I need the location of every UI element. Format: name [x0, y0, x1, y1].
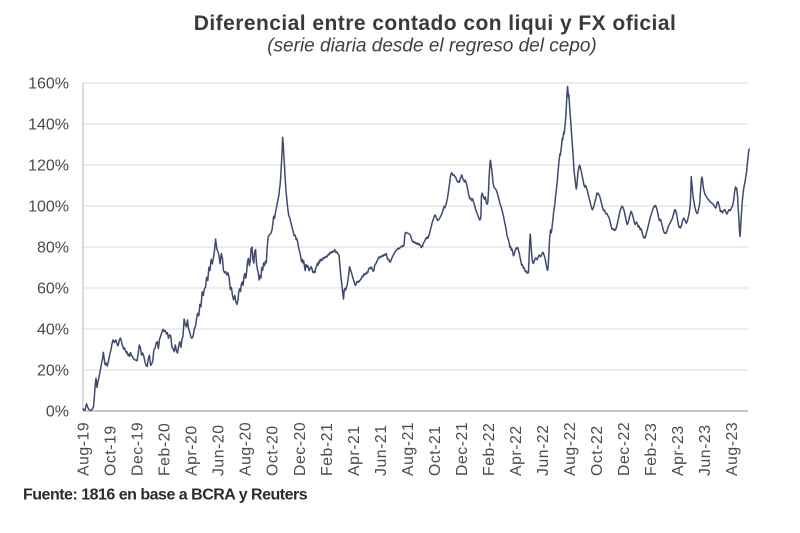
- svg-text:Dec-22: Dec-22: [616, 422, 633, 476]
- svg-text:140%: 140%: [28, 117, 69, 134]
- svg-text:Feb-20: Feb-20: [157, 423, 174, 476]
- svg-text:20%: 20%: [37, 363, 69, 380]
- svg-text:Aug-21: Aug-21: [400, 422, 417, 476]
- svg-text:Jun-20: Jun-20: [211, 424, 228, 476]
- svg-text:Diferencial entre contado con: Diferencial entre contado con liqui y FX…: [194, 12, 677, 35]
- svg-text:(serie diaria desde el regreso: (serie diaria desde el regreso del cepo): [267, 36, 597, 57]
- svg-text:160%: 160%: [28, 76, 69, 93]
- svg-text:80%: 80%: [37, 240, 69, 257]
- svg-text:Jun-23: Jun-23: [697, 424, 714, 476]
- svg-text:Oct-20: Oct-20: [265, 425, 282, 476]
- svg-text:Feb-22: Feb-22: [481, 423, 498, 476]
- svg-text:0%: 0%: [46, 404, 69, 421]
- svg-text:Oct-22: Oct-22: [589, 425, 606, 476]
- svg-text:40%: 40%: [37, 322, 69, 339]
- svg-text:120%: 120%: [28, 158, 69, 175]
- svg-text:Dec-19: Dec-19: [130, 422, 147, 476]
- svg-text:Fuente: 1816 en base a BCRA y: Fuente: 1816 en base a BCRA y Reuters: [23, 487, 308, 504]
- svg-text:Apr-20: Apr-20: [184, 425, 201, 476]
- svg-text:Dec-21: Dec-21: [454, 422, 471, 476]
- svg-text:Jun-22: Jun-22: [535, 424, 552, 476]
- svg-text:Aug-22: Aug-22: [562, 422, 579, 476]
- svg-text:Feb-23: Feb-23: [643, 423, 660, 476]
- svg-text:Apr-23: Apr-23: [670, 425, 687, 476]
- svg-text:Oct-21: Oct-21: [427, 425, 444, 476]
- svg-text:Jun-21: Jun-21: [373, 424, 390, 476]
- svg-text:Feb-21: Feb-21: [319, 423, 336, 476]
- svg-text:Oct-19: Oct-19: [103, 425, 120, 476]
- svg-text:Apr-21: Apr-21: [346, 425, 363, 476]
- svg-text:Dec-20: Dec-20: [292, 422, 309, 476]
- svg-text:Aug-20: Aug-20: [238, 422, 255, 476]
- svg-text:Aug-19: Aug-19: [76, 422, 93, 476]
- svg-text:Apr-22: Apr-22: [508, 425, 525, 476]
- svg-text:100%: 100%: [28, 199, 69, 216]
- svg-text:Aug-23: Aug-23: [724, 422, 741, 476]
- svg-text:60%: 60%: [37, 281, 69, 298]
